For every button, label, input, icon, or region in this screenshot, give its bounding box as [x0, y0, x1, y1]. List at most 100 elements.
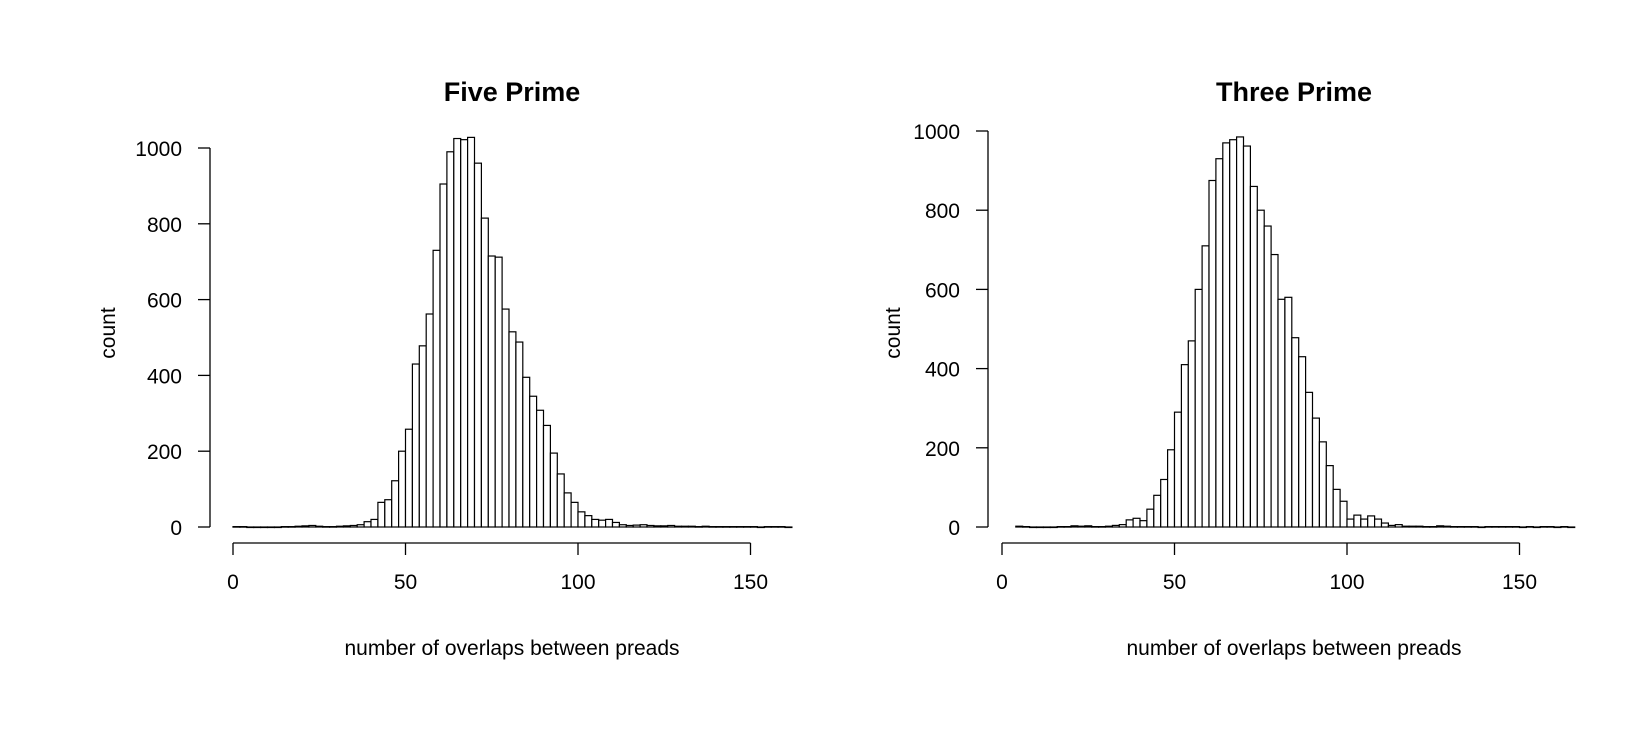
histogram-bar — [453, 137, 462, 528]
bars — [1015, 136, 1576, 529]
histogram-bar — [749, 526, 759, 528]
chart-title: Five Prime — [444, 77, 581, 107]
histogram-bar — [1518, 526, 1528, 529]
histogram-bar — [742, 526, 752, 528]
histogram-bar — [515, 341, 524, 528]
histogram-bar — [694, 526, 703, 528]
y-axis: 0 200 400 600 800 1000 — [913, 121, 989, 540]
histogram-bar — [1442, 525, 1452, 528]
histogram-bar — [667, 524, 676, 528]
histogram-bar — [1229, 139, 1238, 528]
histogram-bar — [287, 526, 296, 528]
y-tick-label: 600 — [147, 290, 182, 313]
histogram-bar — [1063, 526, 1072, 528]
histogram-bar — [1194, 288, 1203, 528]
y-tick-label: 600 — [925, 279, 960, 302]
histogram-bar — [1139, 520, 1148, 528]
y-tick-label: 200 — [147, 441, 182, 464]
histogram-bar — [1525, 526, 1534, 528]
x-tick-label: 50 — [1163, 571, 1186, 594]
histogram-bar — [1387, 524, 1396, 528]
histogram-bar — [1180, 364, 1189, 528]
histogram-bar — [708, 526, 717, 528]
histogram-bar — [398, 450, 407, 528]
y-tick-label: 1000 — [135, 138, 182, 161]
histogram-bar — [625, 524, 634, 528]
y-tick-label: 400 — [925, 359, 960, 382]
histogram-bar — [604, 518, 614, 528]
histogram-bar — [673, 525, 683, 528]
histogram-bar — [632, 524, 641, 528]
histogram-bar — [1187, 340, 1196, 528]
histogram-bar — [701, 525, 710, 528]
histogram-bar — [722, 526, 731, 528]
histogram-bar — [1546, 526, 1555, 528]
histogram-bar — [1084, 525, 1093, 528]
histogram-bar — [529, 395, 538, 528]
x-tick-label: 100 — [1329, 571, 1364, 594]
histogram-bar — [1111, 524, 1120, 528]
histogram-bar — [611, 521, 621, 528]
histogram-bar — [1415, 525, 1424, 528]
x-axis-label: number of overlaps between preads — [1126, 637, 1461, 660]
histogram-bar — [1104, 525, 1114, 528]
y-axis: 0 200 400 600 800 1000 — [135, 138, 211, 540]
histogram-bar — [1208, 179, 1217, 528]
histogram-bar — [1035, 526, 1045, 529]
histogram-bar — [246, 526, 255, 529]
histogram-bar — [1146, 508, 1155, 528]
x-tick-label: 150 — [1502, 571, 1537, 594]
bars — [232, 136, 793, 529]
histogram-bar — [1270, 253, 1279, 528]
histogram-bar — [1429, 526, 1438, 528]
histogram-bar — [425, 313, 434, 528]
histogram-bar — [1298, 356, 1307, 528]
y-axis-label: count — [882, 307, 905, 359]
histogram-bar — [1277, 298, 1286, 528]
histogram-bar — [535, 409, 545, 528]
histogram-bar — [404, 428, 414, 528]
histogram-bar — [1070, 525, 1079, 528]
histogram-bar — [232, 526, 241, 528]
histogram-bar — [549, 452, 558, 528]
histogram-bar — [1049, 526, 1058, 529]
histogram-bar — [1222, 142, 1231, 528]
histogram-bar — [418, 345, 427, 528]
histogram-bar — [508, 331, 517, 528]
histogram-bar — [1242, 145, 1252, 528]
five-prime-chart: Five Prime 0 200 400 600 800 1000 0 50 100 150 n… — [97, 77, 793, 660]
histogram-bar — [1422, 526, 1431, 528]
x-axis: 0 50 100 150 — [996, 542, 1537, 594]
histogram-bar — [1373, 518, 1383, 528]
histogram-bar — [432, 249, 441, 528]
histogram-bar — [1215, 158, 1224, 528]
histogram-bar — [715, 526, 724, 528]
x-axis-label: number of overlaps between preads — [344, 637, 679, 660]
histogram-bar — [1332, 488, 1341, 528]
histogram-bar — [356, 524, 365, 528]
histogram-bar — [1291, 337, 1300, 528]
histogram-bar — [1491, 526, 1500, 528]
histogram-bar — [342, 525, 351, 528]
histogram-bar — [1235, 136, 1245, 528]
y-tick-label: 0 — [948, 517, 960, 540]
histogram-bar — [1173, 411, 1183, 528]
y-tick-label: 0 — [170, 517, 182, 540]
histogram-bar — [1505, 526, 1514, 528]
histogram-bar — [1166, 449, 1176, 528]
histogram-bar — [1263, 225, 1272, 528]
histogram-bar — [266, 526, 276, 529]
histogram-bar — [391, 480, 400, 528]
histogram-bar — [1028, 526, 1038, 529]
histogram-bar — [1401, 525, 1410, 528]
histogram-bar — [1153, 494, 1162, 528]
histogram-bar — [273, 526, 282, 529]
histogram-bar — [646, 524, 655, 528]
histogram-bar — [370, 518, 379, 528]
histogram-bar — [1553, 526, 1562, 529]
histogram-bar — [591, 518, 600, 528]
histogram-bar — [1360, 518, 1369, 528]
histogram-bar — [1532, 526, 1541, 529]
histogram-bar — [1449, 526, 1459, 528]
histogram-bar — [1560, 526, 1569, 528]
